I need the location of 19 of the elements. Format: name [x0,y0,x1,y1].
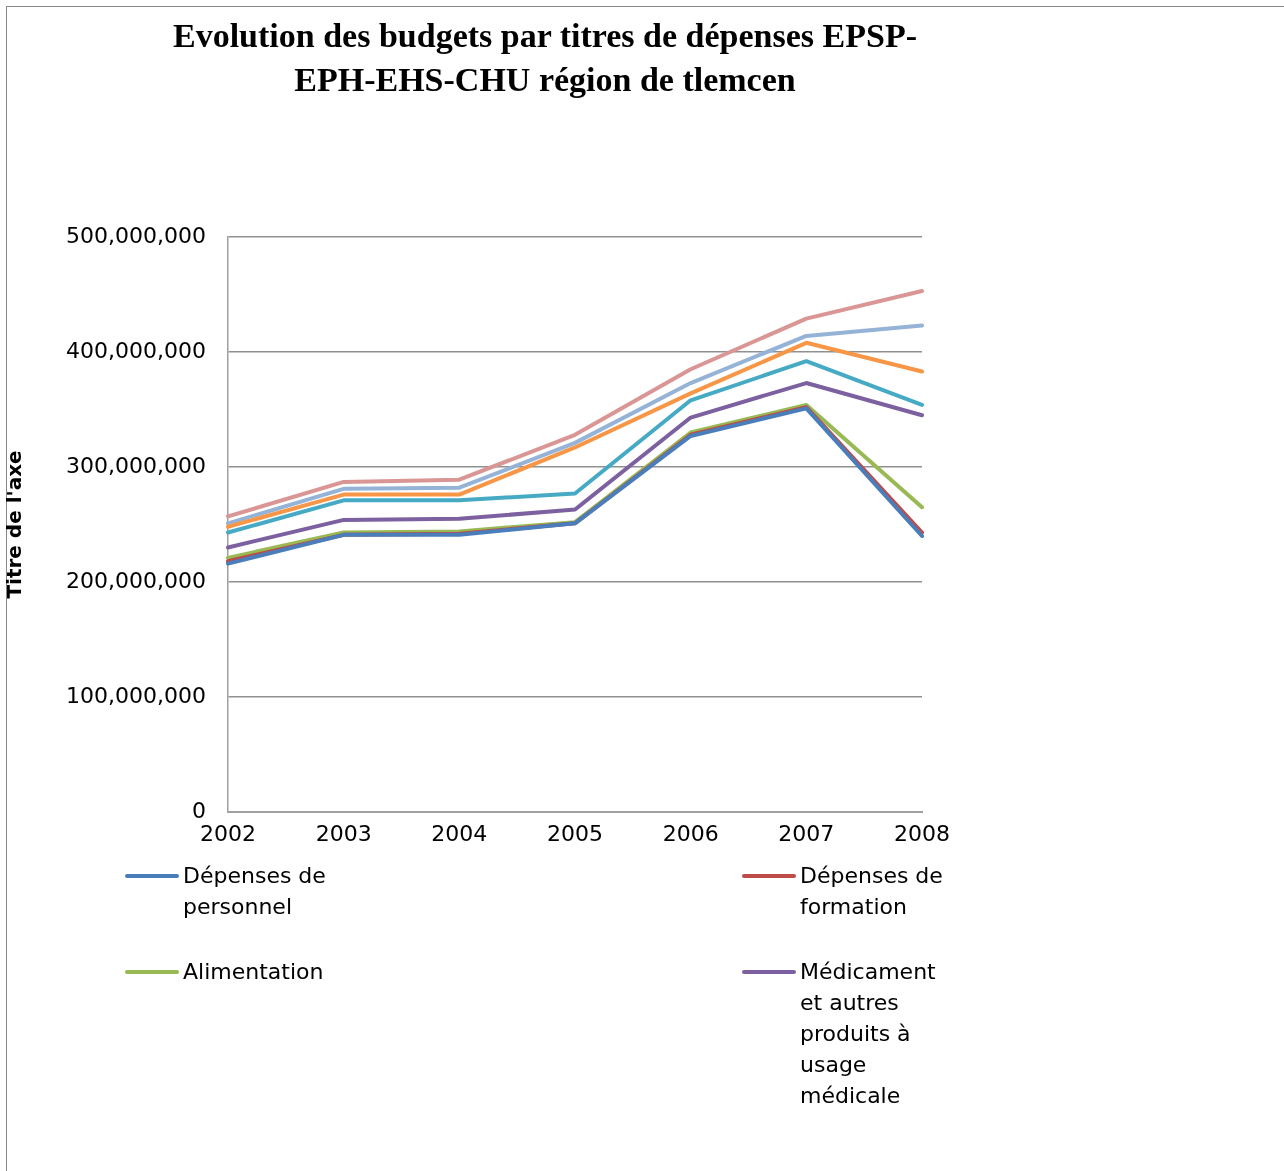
x-tick-label: 2006 [662,820,719,846]
chart-title: Evolution des budgets par titres de dépenses EPSP-EPH-EHS-CHU région de tlemcen [172,16,918,100]
y-tick-label: 100,000,000 [66,682,206,708]
y-tick-label: 500,000,000 [66,222,206,248]
x-tick-label: 2007 [778,820,835,846]
y-tick-label: 400,000,000 [66,337,206,363]
x-tick-label: 2004 [431,820,488,846]
x-tick-label: 2005 [547,820,603,846]
y-tick-label: 300,000,000 [66,452,206,478]
x-tick-label: 2003 [315,820,372,846]
x-tick-label: 2008 [894,820,951,846]
y-axis-title: Titre de l'axe [2,450,27,599]
legend-label: Dépenses de personnel [183,862,327,921]
y-tick-label: 200,000,000 [66,567,206,593]
legend-label: Médicament et autres produits à usage médicale [800,958,937,1110]
legend-label: Dépenses de formation [800,862,944,921]
y-tick-label: 0 [192,797,206,823]
legend-label: Alimentation [183,958,325,986]
x-tick-label: 2002 [200,820,256,846]
